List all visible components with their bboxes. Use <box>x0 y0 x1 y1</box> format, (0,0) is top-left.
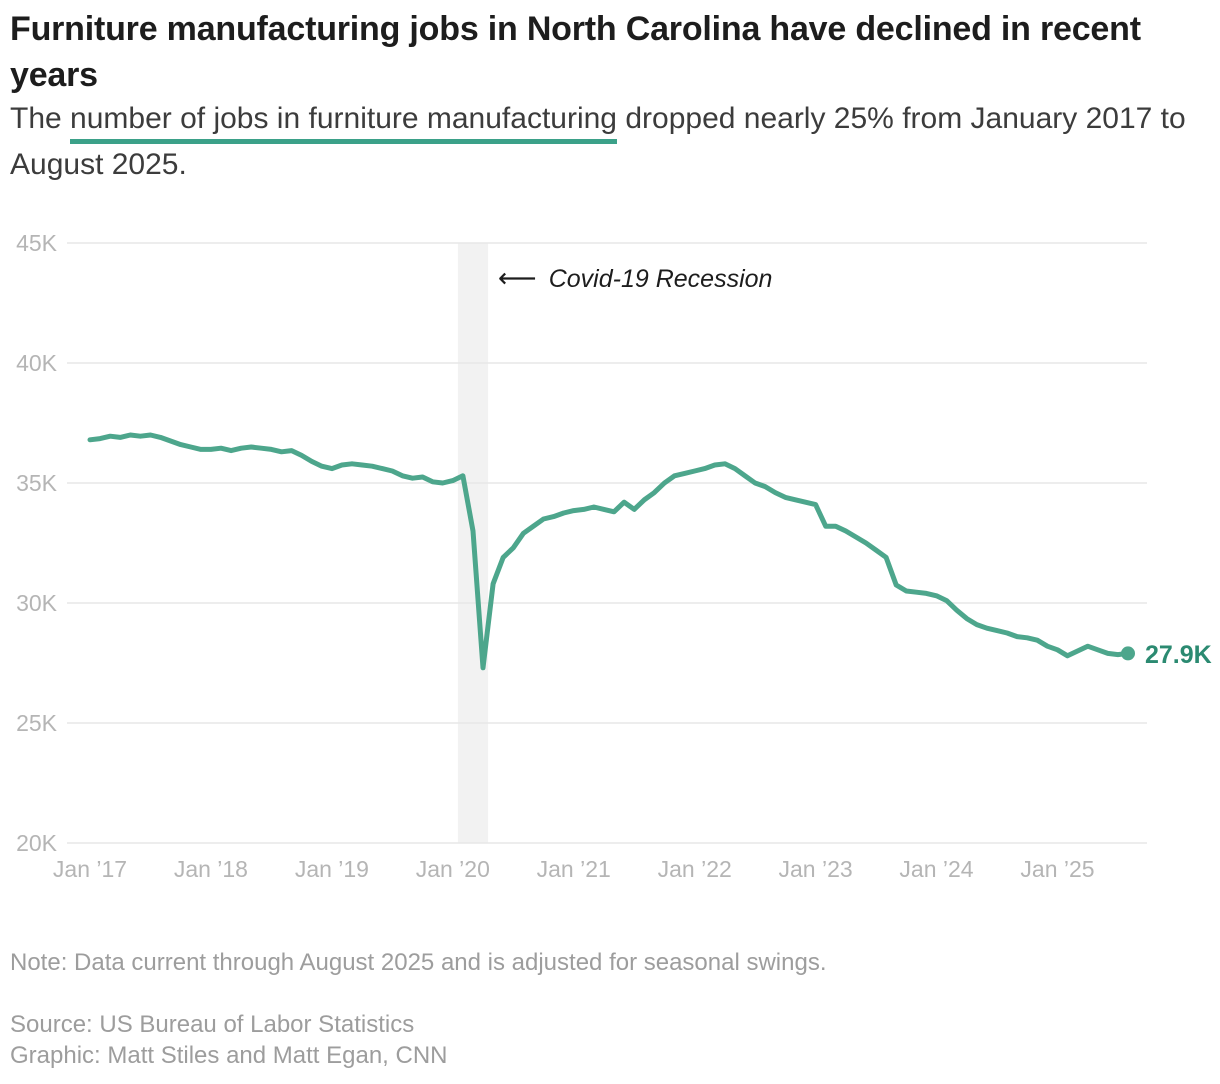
x-axis-tick-label: Jan ’23 <box>779 856 853 882</box>
y-axis-tick-label: 35K <box>16 470 58 496</box>
y-axis-tick-label: 25K <box>16 710 58 736</box>
jobs-line-series <box>87 432 1131 671</box>
source-text: Source: US Bureau of Labor Statistics <box>10 1011 415 1038</box>
credit-text: Graphic: Matt Stiles and Matt Egan, CNN <box>10 1042 448 1069</box>
subtitle-highlight: number of jobs in furniture manufacturin… <box>70 102 617 144</box>
chart-title: Furniture manufacturing jobs in North Ca… <box>10 10 1141 94</box>
end-point-dot <box>1121 646 1135 661</box>
x-axis-tick-label: Jan ’24 <box>899 856 973 882</box>
x-axis-tick-label: Jan ’17 <box>53 856 127 882</box>
recession-annotation-label: Covid-19 Recession <box>548 265 773 293</box>
y-axis-tick-label: 20K <box>16 830 58 856</box>
subtitle-rest: dropped nearly 25% from January 2017 to <box>617 102 1186 135</box>
line-chart: 45K 40K 35K 30K 25K 20K Jan ’17 Jan ’18 Jan ’19 J… <box>16 230 1212 882</box>
recession-annotation: ⟵ Covid-19 Recession <box>498 263 772 295</box>
x-axis-tick-label: Jan ’19 <box>295 856 369 882</box>
note-text: Note: Data current through August 2025 a… <box>10 949 827 976</box>
end-value-label: 27.9K <box>1145 641 1212 669</box>
y-axis-tick-label: 40K <box>16 350 58 376</box>
x-axis-tick-label: Jan ’21 <box>537 856 611 882</box>
x-axis-tick-label: Jan ’25 <box>1020 856 1094 882</box>
x-axis-tick-label: Jan ’20 <box>416 856 490 882</box>
x-axis-tick-label: Jan ’18 <box>174 856 248 882</box>
subtitle-prefix: The <box>10 102 71 135</box>
y-axis-tick-label: 45K <box>16 230 58 256</box>
x-axis-tick-label: Jan ’22 <box>658 856 732 882</box>
y-axis-tick-label: 30K <box>16 590 58 616</box>
chart-subtitle: The number of jobs in furniture manufact… <box>10 96 1220 188</box>
subtitle-rest-2: August 2025. <box>10 148 187 181</box>
left-arrow-icon: ⟵ <box>498 263 537 294</box>
